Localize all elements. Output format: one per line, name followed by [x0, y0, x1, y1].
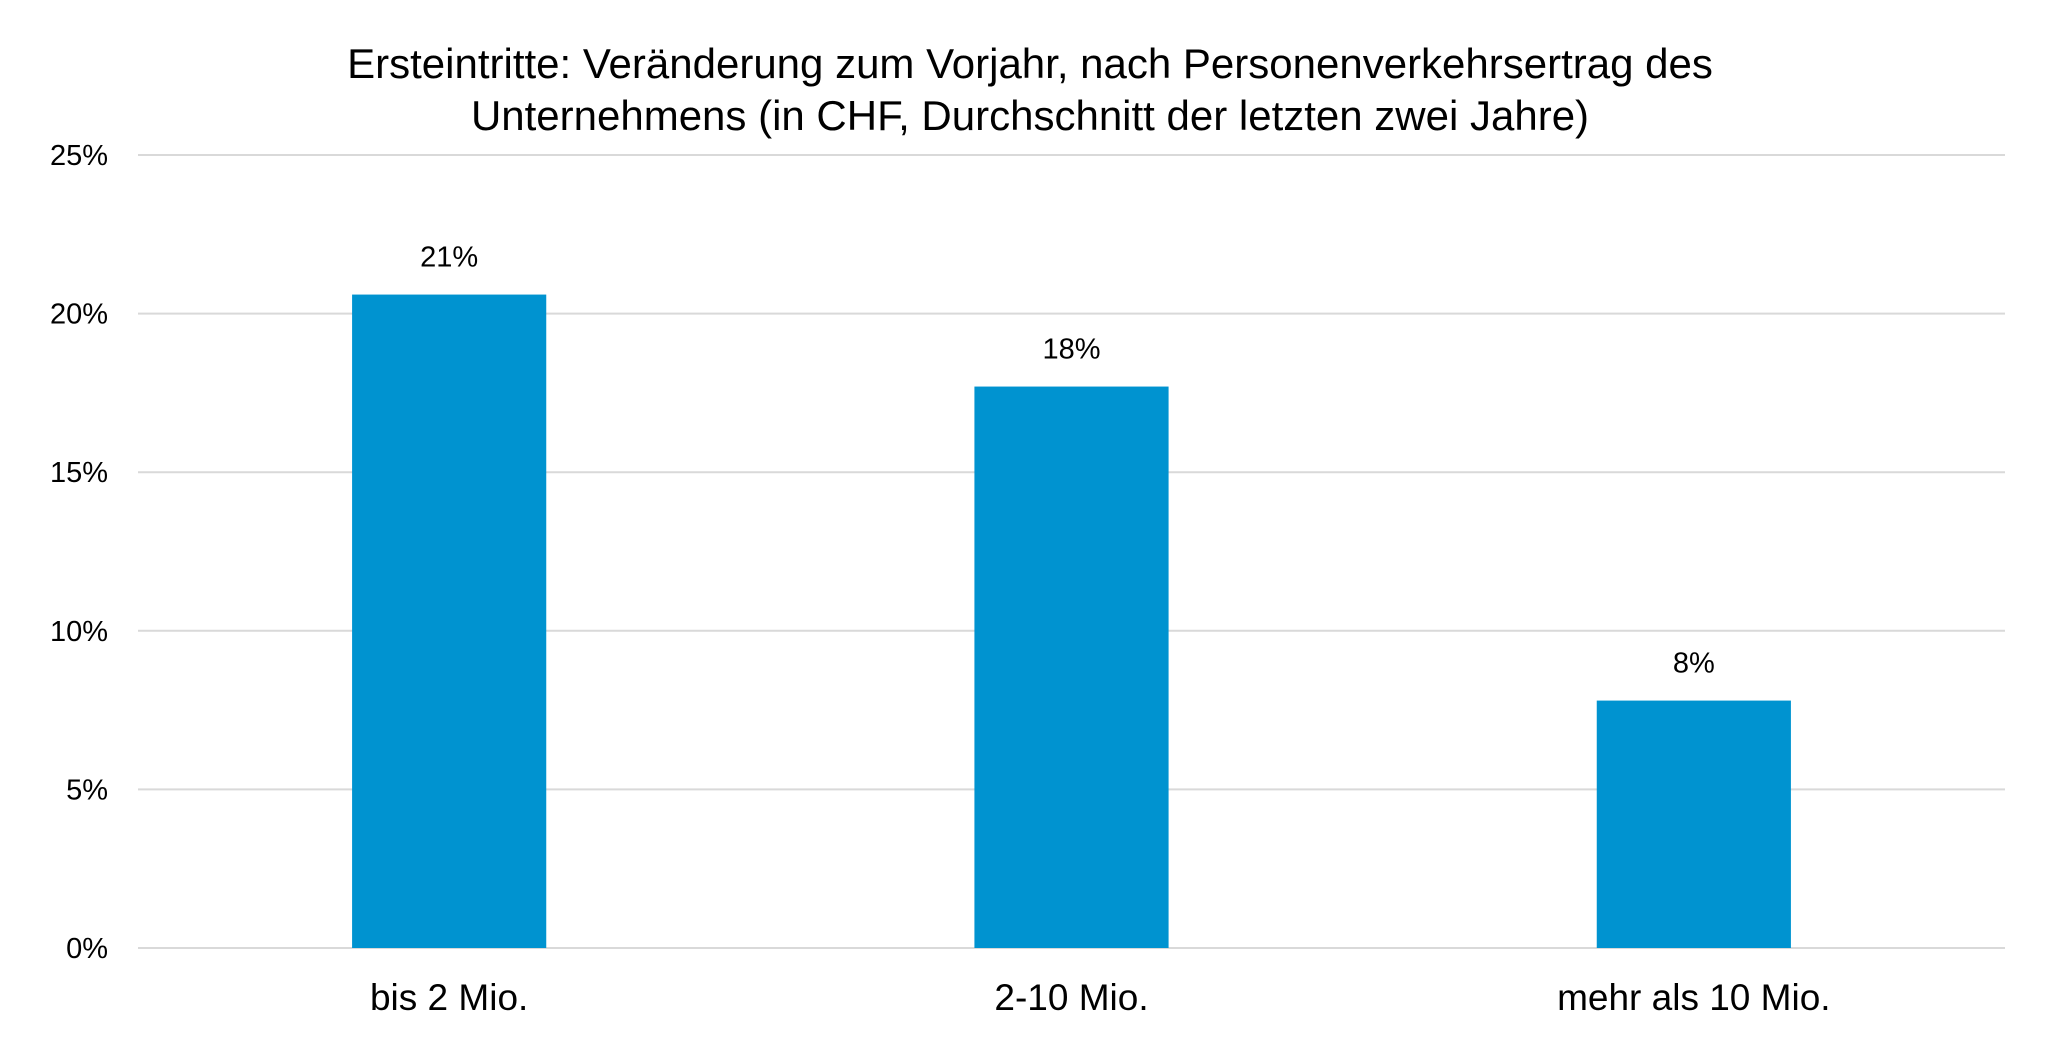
- category-label-3: mehr als 10 Mio.: [1557, 977, 1831, 1018]
- bar-2: [974, 386, 1169, 948]
- bar-1: [352, 294, 547, 948]
- category-label-1: bis 2 Mio.: [370, 977, 528, 1018]
- y-tick-label-25: 25%: [50, 140, 108, 172]
- chart-title-line-1: Ersteintritte: Veränderung zum Vorjahr, …: [347, 40, 1713, 87]
- data-label-1: 21%: [420, 242, 478, 274]
- y-tick-label-15: 15%: [50, 457, 108, 489]
- bar-3: [1596, 700, 1791, 948]
- y-tick-label-20: 20%: [50, 299, 108, 331]
- x-axis-category-labels: bis 2 Mio. 2-10 Mio. mehr als 10 Mio.: [370, 977, 1831, 1018]
- category-label-2: 2-10 Mio.: [994, 977, 1148, 1018]
- data-labels: 21% 18% 8%: [420, 242, 1715, 680]
- data-label-3: 8%: [1673, 648, 1715, 680]
- y-tick-label-5: 5%: [66, 774, 108, 806]
- chart-title-line-2: Unternehmens (in CHF, Durchschnitt der l…: [471, 92, 1589, 139]
- bars: [352, 294, 1791, 948]
- data-label-2: 18%: [1042, 334, 1100, 366]
- y-axis-tick-labels: 0% 5% 10% 15% 20% 25%: [50, 140, 108, 965]
- y-tick-label-0: 0%: [66, 933, 108, 965]
- y-tick-label-10: 10%: [50, 616, 108, 648]
